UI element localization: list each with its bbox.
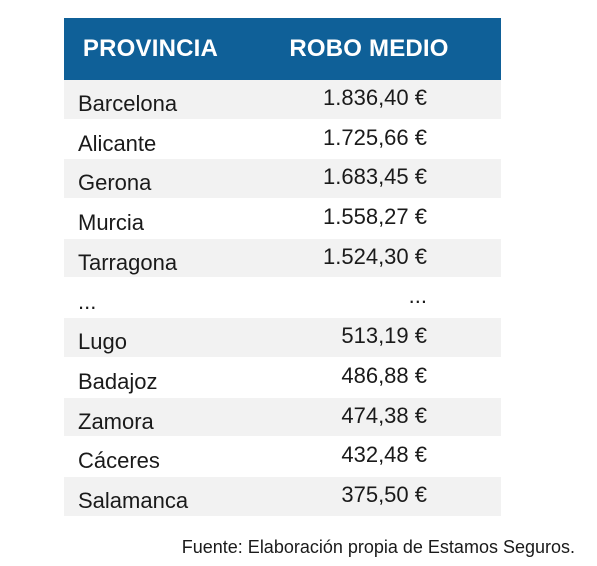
cell-provincia: Cáceres	[78, 448, 160, 474]
cell-provincia: Zamora	[78, 408, 154, 434]
table-row: Badajoz 486,88 €	[64, 357, 501, 398]
cell-robo-medio: 486,88 €	[341, 362, 427, 388]
header-provincia: PROVINCIA	[82, 35, 219, 62]
table-row: Murcia 1.558,27 €	[64, 199, 501, 239]
cell-provincia: Gerona	[78, 170, 152, 196]
cell-robo-medio: 1.683,45 €	[323, 164, 427, 190]
cell-robo-medio: 1.524,30 €	[323, 243, 427, 269]
cell-provincia: Badajoz	[78, 368, 158, 394]
cell-robo-medio: 1.558,27 €	[323, 204, 427, 230]
cell-provincia: Tarragona	[78, 249, 178, 275]
header-robo-medio: ROBO MEDIO	[289, 35, 449, 62]
table-row: Barcelona 1.836,40 €	[64, 80, 501, 120]
cell-provincia: Barcelona	[78, 91, 178, 116]
cell-provincia: Alicante	[78, 130, 157, 156]
cell-provincia: ...	[78, 289, 97, 315]
cell-provincia: Salamanca	[78, 487, 189, 513]
table-row: ... ...	[64, 278, 501, 319]
table-row: Zamora 474,38 €	[64, 397, 501, 438]
cell-robo-medio: ...	[408, 283, 427, 309]
cell-robo-medio: 1.836,40 €	[323, 85, 427, 110]
cell-provincia: Lugo	[78, 329, 127, 355]
table-row: Tarragona 1.524,30 €	[64, 238, 501, 279]
table-header: PROVINCIA ROBO MEDIO	[64, 18, 501, 80]
cell-provincia: Murcia	[78, 210, 145, 236]
cell-robo-medio: 513,19 €	[341, 323, 427, 349]
data-table: PROVINCIA ROBO MEDIO Barcelona 1.836,40 …	[64, 18, 501, 517]
cell-robo-medio: 375,50 €	[341, 481, 427, 507]
cell-robo-medio: 474,38 €	[341, 402, 427, 428]
source-note: Fuente: Elaboración propia de Estamos Se…	[181, 537, 575, 557]
table-row: Alicante 1.725,66 €	[64, 119, 501, 160]
cell-robo-medio: 432,48 €	[341, 442, 427, 468]
table-row: Cáceres 432,48 €	[64, 437, 501, 477]
cell-robo-medio: 1.725,66 €	[323, 124, 427, 150]
table-row: Salamanca 375,50 €	[64, 476, 501, 517]
table-row: Gerona 1.683,45 €	[64, 159, 501, 200]
table-row: Lugo 513,19 €	[64, 318, 501, 358]
